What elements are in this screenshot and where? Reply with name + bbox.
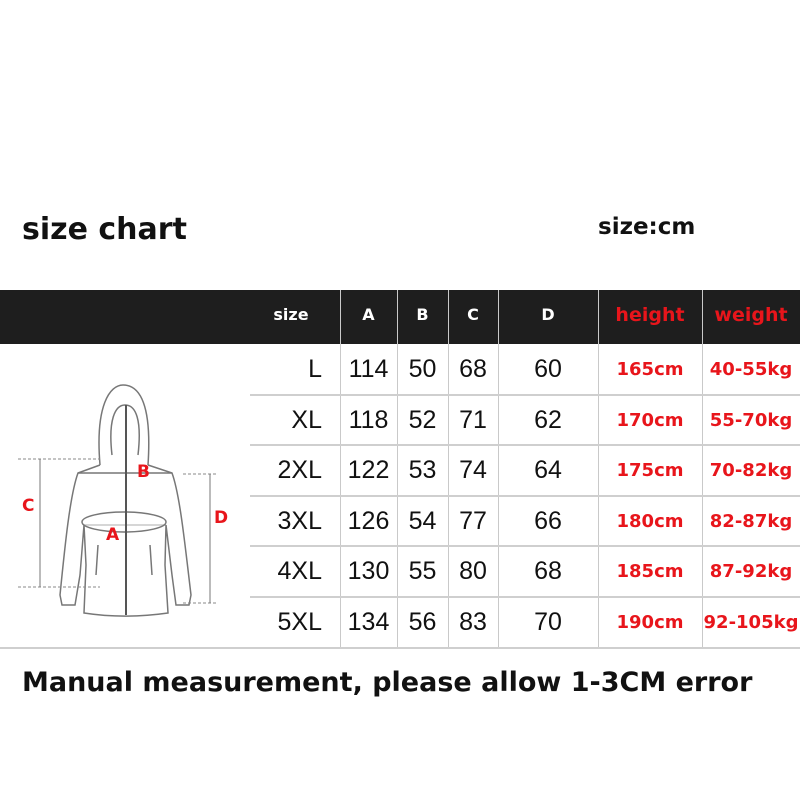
column-header-size: size <box>273 305 309 324</box>
cell-b: 50 <box>408 355 437 383</box>
cell-c: 74 <box>459 456 487 484</box>
row-divider <box>250 545 800 547</box>
cell-height: 165cm <box>616 359 684 380</box>
cell-height: 190cm <box>616 612 684 633</box>
cell-b: 56 <box>408 608 437 636</box>
cell-size: 2XL <box>277 456 322 484</box>
cell-height: 175cm <box>616 460 684 481</box>
cell-size: L <box>308 355 322 383</box>
cell-d: 70 <box>534 608 562 636</box>
column-divider <box>498 290 499 648</box>
unit-label: size:cm <box>598 214 696 240</box>
cell-weight: 92-105kg <box>703 612 799 633</box>
cell-a: 130 <box>347 557 390 585</box>
row-divider <box>250 495 800 497</box>
label-c: C <box>22 496 34 516</box>
cell-c: 80 <box>459 557 487 585</box>
cell-height: 180cm <box>616 511 684 532</box>
cell-size: XL <box>291 406 322 434</box>
cell-c: 68 <box>459 355 487 383</box>
cell-weight: 70-82kg <box>709 460 793 481</box>
cell-size: 4XL <box>277 557 322 585</box>
column-divider <box>598 290 599 648</box>
cell-b: 52 <box>408 406 437 434</box>
column-header-c: C <box>467 305 479 324</box>
cell-a: 118 <box>348 406 389 434</box>
cell-size: 3XL <box>277 507 322 535</box>
column-divider <box>702 290 703 648</box>
column-divider <box>340 290 341 648</box>
label-d: D <box>214 508 228 528</box>
cell-b: 53 <box>408 456 437 484</box>
row-divider <box>250 444 800 446</box>
column-header-b: B <box>416 305 429 324</box>
cell-weight: 87-92kg <box>709 561 793 582</box>
column-header-weight: weight <box>714 304 788 326</box>
jacket-diagram: C B A D <box>18 384 228 617</box>
cell-weight: 82-87kg <box>709 511 793 532</box>
cell-weight: 40-55kg <box>709 359 793 380</box>
column-header-d: D <box>541 305 555 324</box>
table-header-bar <box>0 290 800 344</box>
cell-a: 122 <box>347 456 390 484</box>
cell-weight: 55-70kg <box>709 410 793 431</box>
cell-c: 71 <box>459 406 487 434</box>
column-divider <box>397 290 398 648</box>
row-divider <box>250 596 800 598</box>
cell-a: 134 <box>347 608 390 636</box>
label-a: A <box>106 525 120 545</box>
cell-d: 66 <box>534 507 562 535</box>
cell-c: 77 <box>459 507 487 535</box>
cell-b: 55 <box>408 557 437 585</box>
measurement-note: Manual measurement, please allow 1-3CM e… <box>22 667 753 698</box>
cell-size: 5XL <box>277 608 322 636</box>
label-b: B <box>137 462 150 482</box>
column-header-height: height <box>615 304 685 326</box>
divider <box>0 647 800 649</box>
cell-d: 68 <box>534 557 562 585</box>
cell-height: 170cm <box>616 410 684 431</box>
cell-d: 60 <box>534 355 562 383</box>
chart-title: size chart <box>22 212 187 247</box>
cell-b: 54 <box>408 507 437 535</box>
column-header-a: A <box>362 305 375 324</box>
cell-d: 64 <box>534 456 562 484</box>
cell-d: 62 <box>534 406 562 434</box>
cell-c: 83 <box>459 608 487 636</box>
cell-a: 114 <box>348 355 389 383</box>
cell-height: 185cm <box>616 561 684 582</box>
row-divider <box>250 394 800 396</box>
cell-a: 126 <box>347 507 390 535</box>
column-divider <box>448 290 449 648</box>
